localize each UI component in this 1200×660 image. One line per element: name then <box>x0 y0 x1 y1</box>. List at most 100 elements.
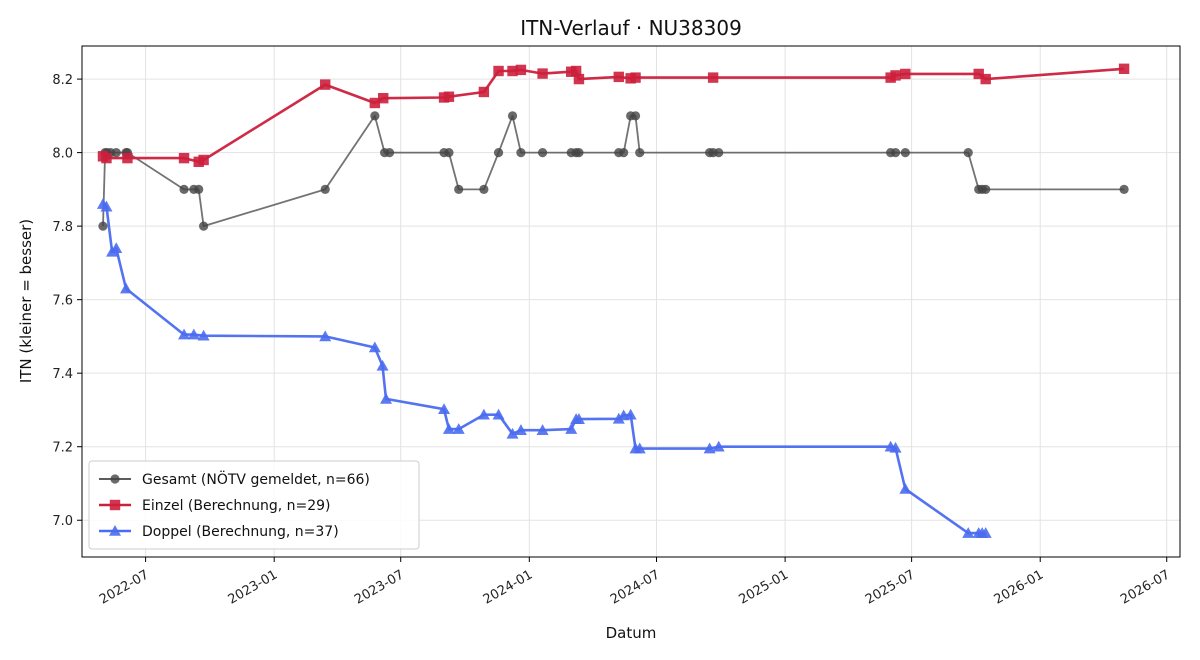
data-point-square <box>570 65 582 77</box>
data-point-circle <box>537 148 548 158</box>
data-point-triangle <box>110 242 123 253</box>
y-tick-label: 7.0 <box>52 514 73 529</box>
data-point-square <box>493 65 504 77</box>
y-tick-label: 7.2 <box>52 441 73 456</box>
data-point-circle <box>454 184 464 194</box>
data-point-triangle <box>612 412 625 424</box>
legend-label: Doppel (Berechnung, n=37) <box>142 524 339 540</box>
y-tick-label: 7.4 <box>52 367 73 382</box>
data-point-triangle <box>438 403 451 415</box>
y-axis-label: ITN (kleiner = besser) <box>17 219 35 383</box>
data-point-triangle <box>100 200 113 212</box>
data-point-triangle <box>962 527 975 538</box>
legend-label: Einzel (Berechnung, n=29) <box>142 498 331 514</box>
data-point-square <box>507 65 518 77</box>
data-point-triangle <box>712 440 725 452</box>
data-point-circle <box>516 148 526 158</box>
data-point-circle <box>714 148 724 158</box>
series-triangle <box>96 198 992 538</box>
legend-box <box>88 460 420 550</box>
data-point-square <box>973 68 984 80</box>
data-point-square <box>443 91 455 102</box>
data-point-triangle <box>368 341 381 353</box>
series-square <box>97 63 1130 168</box>
data-point-square <box>109 499 121 511</box>
data-point-circle <box>900 148 910 158</box>
data-point-circle <box>444 148 454 158</box>
y-tick-label: 8.0 <box>52 147 73 162</box>
data-point-triangle <box>565 423 578 434</box>
data-point-square <box>980 73 991 85</box>
data-point-triangle <box>187 328 200 340</box>
data-point-circle <box>493 148 504 158</box>
data-point-triangle <box>633 442 646 454</box>
data-point-square <box>178 152 190 164</box>
data-point-square <box>537 68 548 79</box>
data-point-triangle <box>376 359 389 371</box>
data-point-circle <box>507 111 518 121</box>
legend-entry: Doppel (Berechnung, n=37) <box>99 524 339 540</box>
data-point-circle <box>619 148 629 158</box>
data-point-triangle <box>178 328 191 340</box>
data-point-triangle <box>889 441 902 453</box>
plot-frame <box>81 45 1181 558</box>
data-point-circle <box>963 148 973 158</box>
data-point-square <box>630 72 641 83</box>
data-point-square <box>122 152 133 164</box>
data-point-triangle <box>506 427 519 439</box>
y-tick-label: 8.2 <box>52 73 73 88</box>
data-point-triangle <box>120 282 133 294</box>
data-point-circle <box>981 184 991 194</box>
data-point-triangle <box>536 424 549 435</box>
data-point-triangle <box>477 408 490 420</box>
data-point-square <box>890 70 901 81</box>
data-point-circle <box>98 221 108 231</box>
data-point-circle <box>370 111 380 121</box>
data-point-triangle <box>492 408 505 420</box>
data-point-circle <box>635 148 645 158</box>
data-point-triangle <box>452 423 465 434</box>
data-point-circle <box>384 148 395 158</box>
legend-entry: Gesamt (NÖTV gemeldet, n=66) <box>99 470 370 488</box>
data-point-square <box>378 93 389 104</box>
series-layer <box>96 63 1130 538</box>
data-point-triangle <box>703 442 716 454</box>
data-point-triangle <box>624 408 637 420</box>
data-point-triangle <box>979 527 992 538</box>
data-point-triangle <box>109 525 121 536</box>
data-point-circle <box>630 111 641 121</box>
y-tick-label: 7.8 <box>52 220 73 235</box>
x-axis-label: Datum <box>606 624 657 642</box>
data-point-circle <box>179 184 189 194</box>
data-point-triangle <box>380 392 393 404</box>
data-point-square <box>613 71 624 83</box>
chart-title: ITN-Verlauf · NU38309 <box>520 16 742 40</box>
data-point-circle <box>890 148 901 158</box>
data-point-square <box>478 86 490 98</box>
data-point-circle <box>194 184 204 194</box>
grid-lines <box>82 46 1180 557</box>
data-point-square <box>369 97 381 109</box>
data-point-square <box>101 152 112 164</box>
data-point-triangle <box>899 482 912 494</box>
data-point-triangle <box>442 423 455 434</box>
data-point-circle <box>574 148 584 158</box>
data-point-triangle <box>572 413 585 424</box>
y-tick-label: 7.6 <box>52 294 73 309</box>
data-point-circle <box>199 221 209 231</box>
data-point-circle <box>110 474 120 484</box>
data-point-square <box>1118 63 1130 74</box>
legend-entry: Einzel (Berechnung, n=29) <box>99 498 331 514</box>
legend: Gesamt (NÖTV gemeldet, n=66) Einzel (Bere… <box>88 460 420 550</box>
data-point-circle <box>479 184 489 194</box>
legend-label: Gesamt (NÖTV gemeldet, n=66) <box>142 470 370 488</box>
data-point-triangle <box>319 330 332 342</box>
data-point-square <box>573 73 585 85</box>
data-point-square <box>515 64 527 76</box>
data-point-circle <box>1119 184 1129 194</box>
data-point-square <box>198 154 209 166</box>
data-point-square <box>900 68 911 80</box>
data-point-triangle <box>514 424 527 435</box>
